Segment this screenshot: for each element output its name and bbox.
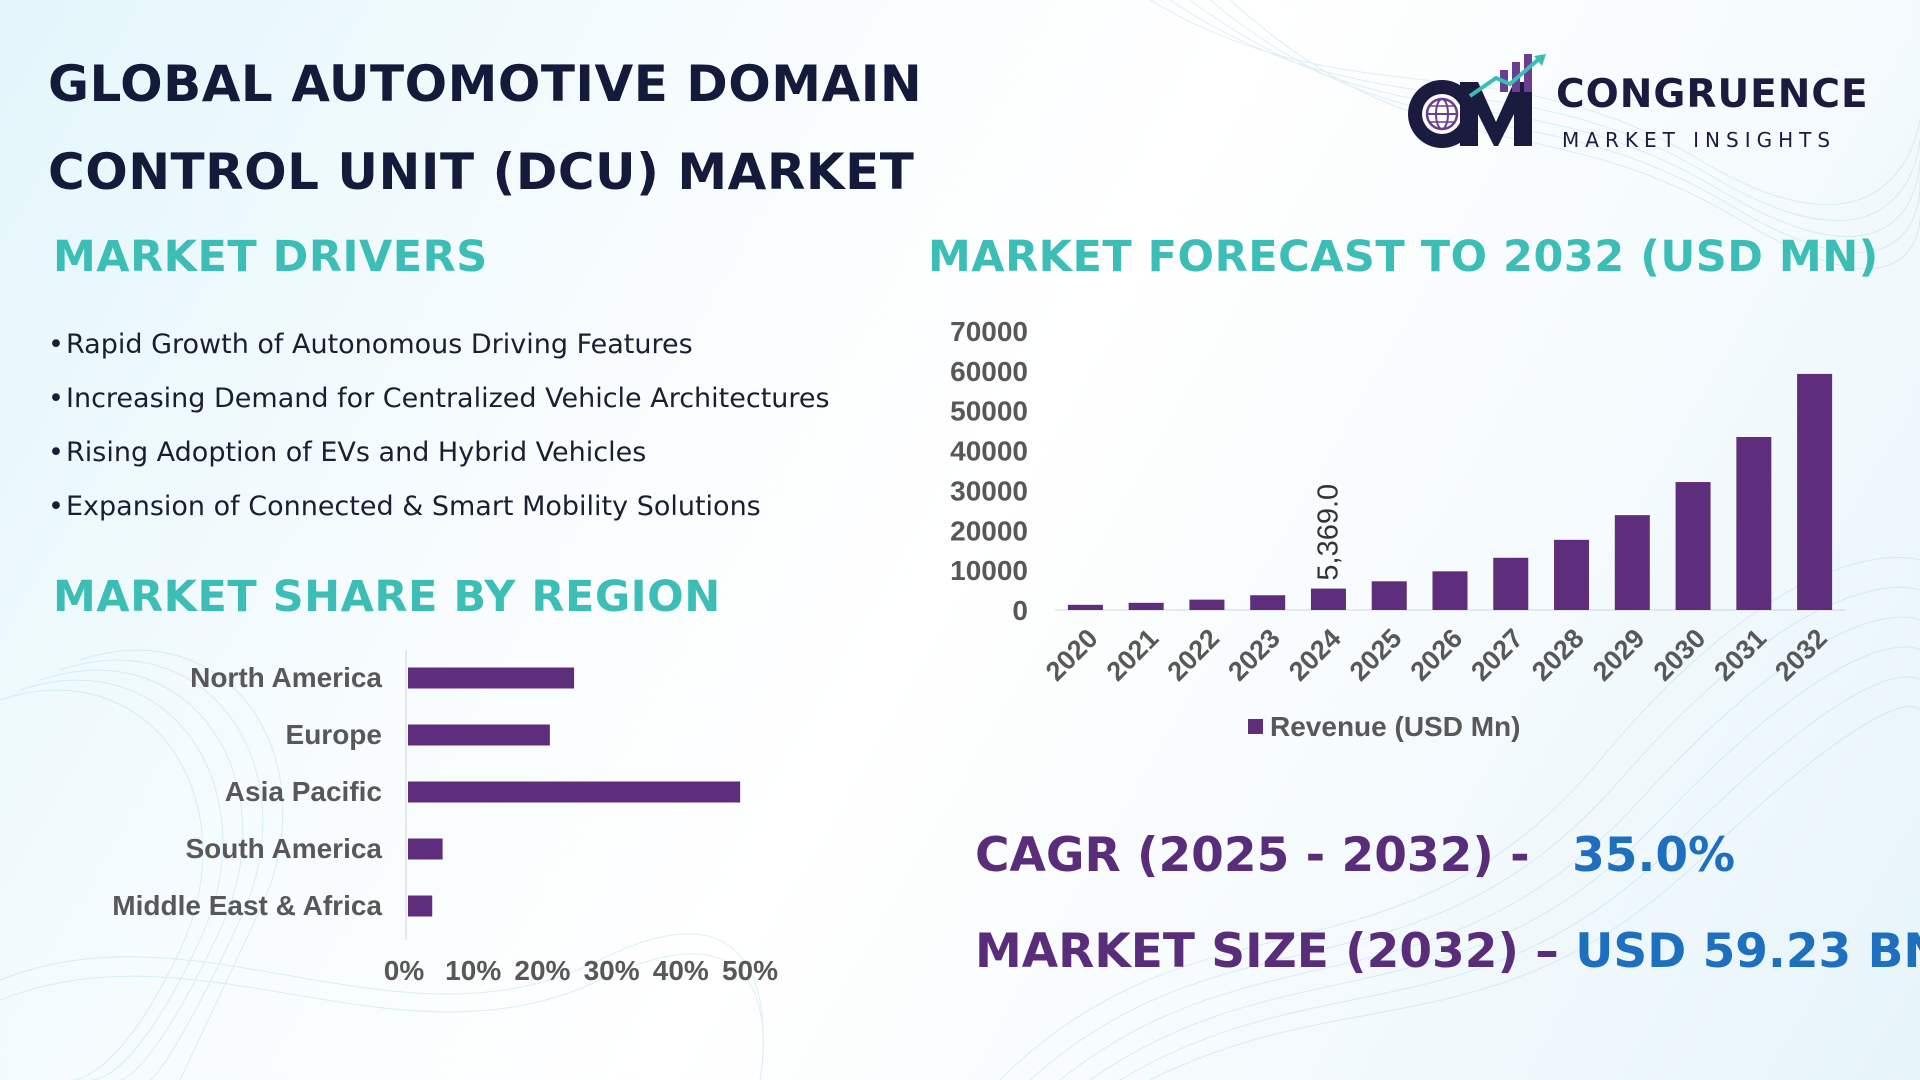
forecast-bar	[1310, 588, 1346, 610]
forecast-bar	[1554, 539, 1590, 610]
drivers-list: •Rapid Growth of Autonomous Driving Feat…	[48, 318, 830, 534]
forecast-y-tick-label: 10000	[950, 555, 1028, 586]
forecast-x-tick-label: 2023	[1222, 623, 1286, 687]
region-category-label: Asia Pacific	[225, 776, 382, 807]
region-x-tick-label: 30%	[584, 955, 640, 986]
forecast-bar	[1736, 437, 1772, 610]
forecast-x-tick-label: 2027	[1465, 623, 1529, 687]
forecast-data-label: 5,369.0	[1312, 484, 1344, 581]
market-size-label: MARKET SIZE (2032) –	[975, 924, 1559, 979]
forecast-x-tick-label: 2020	[1040, 623, 1104, 687]
forecast-x-tick-label: 2026	[1405, 623, 1469, 687]
drivers-heading: MARKET DRIVERS	[53, 232, 488, 282]
driver-item: •Increasing Demand for Centralized Vehic…	[48, 383, 830, 414]
forecast-x-tick-label: 2028	[1526, 623, 1590, 687]
forecast-x-tick-label: 2030	[1648, 623, 1712, 687]
region-x-tick-label: 40%	[653, 955, 709, 986]
forecast-y-tick-label: 30000	[950, 475, 1028, 506]
region-bar	[408, 895, 433, 917]
region-bar	[408, 724, 550, 746]
region-x-tick-label: 10%	[445, 955, 501, 986]
forecast-bar	[1432, 571, 1468, 610]
forecast-x-tick-label: 2025	[1344, 623, 1408, 687]
forecast-bar	[1614, 515, 1650, 610]
forecast-x-tick-label: 2021	[1101, 623, 1165, 687]
globe-bar-chart-logo-icon	[1408, 54, 1546, 148]
forecast-y-tick-label: 20000	[950, 515, 1028, 546]
forecast-chart: 70000 60000 50000 40000 30000 20000 10000 0 2020…	[950, 316, 1845, 742]
forecast-x-tick-label: 2032	[1769, 623, 1833, 687]
forecast-y-tick-label: 40000	[950, 436, 1028, 467]
forecast-bar	[1371, 581, 1407, 610]
forecast-bar	[1675, 482, 1711, 610]
forecast-bar	[1250, 595, 1286, 610]
region-category-label: Middle East & Africa	[112, 890, 382, 921]
region-x-tick-label: 20%	[514, 955, 570, 986]
region-bar	[408, 781, 741, 803]
forecast-y-tick-label: 70000	[950, 316, 1028, 347]
forecast-y-tick-label: 60000	[950, 356, 1028, 387]
region-category-label: South America	[185, 833, 382, 864]
forecast-y-tick-label: 0	[1012, 595, 1028, 626]
region-bar	[408, 667, 575, 689]
logo-subtitle: MARKET INSIGHTS	[1562, 128, 1837, 152]
cagr-value: 35.0%	[1572, 828, 1736, 883]
driver-item: •Expansion of Connected & Smart Mobility…	[48, 491, 761, 522]
region-x-tick-label: 50%	[722, 955, 778, 986]
driver-item: •Rapid Growth of Autonomous Driving Feat…	[48, 329, 693, 360]
region-category-label: North America	[190, 662, 382, 693]
market-size-stat: MARKET SIZE (2032) – USD 59.23 BN	[975, 924, 1920, 979]
forecast-x-tick-label: 2022	[1161, 623, 1225, 687]
logo-name: CONGRUENCE	[1556, 72, 1869, 117]
driver-item: •Rising Adoption of EVs and Hybrid Vehic…	[48, 437, 647, 468]
brand-logo: CONGRUENCE MARKET INSIGHTS	[1400, 52, 1880, 162]
forecast-x-tick-label: 2024	[1283, 623, 1347, 687]
page-title: GLOBAL AUTOMOTIVE DOMAIN CONTROL UNIT (D…	[48, 40, 968, 216]
forecast-y-tick-label: 50000	[950, 396, 1028, 427]
region-heading: MARKET SHARE BY REGION	[53, 572, 721, 622]
cagr-label: CAGR (2025 - 2032) -	[975, 828, 1530, 883]
region-share-chart: North America Europe Asia Pacific South Ame…	[112, 650, 778, 986]
forecast-heading: MARKET FORECAST TO 2032 (USD MN)	[928, 232, 1879, 282]
forecast-x-tick-label: 2031	[1708, 623, 1772, 687]
region-bar	[408, 838, 443, 860]
legend-swatch	[1248, 719, 1263, 734]
forecast-bar	[1797, 373, 1833, 610]
title-line-2: CONTROL UNIT (DCU) MARKET	[48, 143, 915, 201]
forecast-bar	[1493, 557, 1529, 610]
forecast-bar	[1067, 604, 1103, 610]
cagr-stat: CAGR (2025 - 2032) - 35.0%	[975, 828, 1735, 883]
region-category-label: Europe	[286, 719, 382, 750]
forecast-bar	[1128, 602, 1164, 610]
title-line-1: GLOBAL AUTOMOTIVE DOMAIN	[48, 55, 923, 113]
forecast-x-tick-label: 2029	[1587, 623, 1651, 687]
market-size-value: USD 59.23 BN	[1575, 924, 1920, 979]
legend-label: Revenue (USD Mn)	[1270, 711, 1520, 742]
forecast-bar	[1189, 599, 1225, 610]
region-x-tick-label: 0%	[384, 955, 425, 986]
